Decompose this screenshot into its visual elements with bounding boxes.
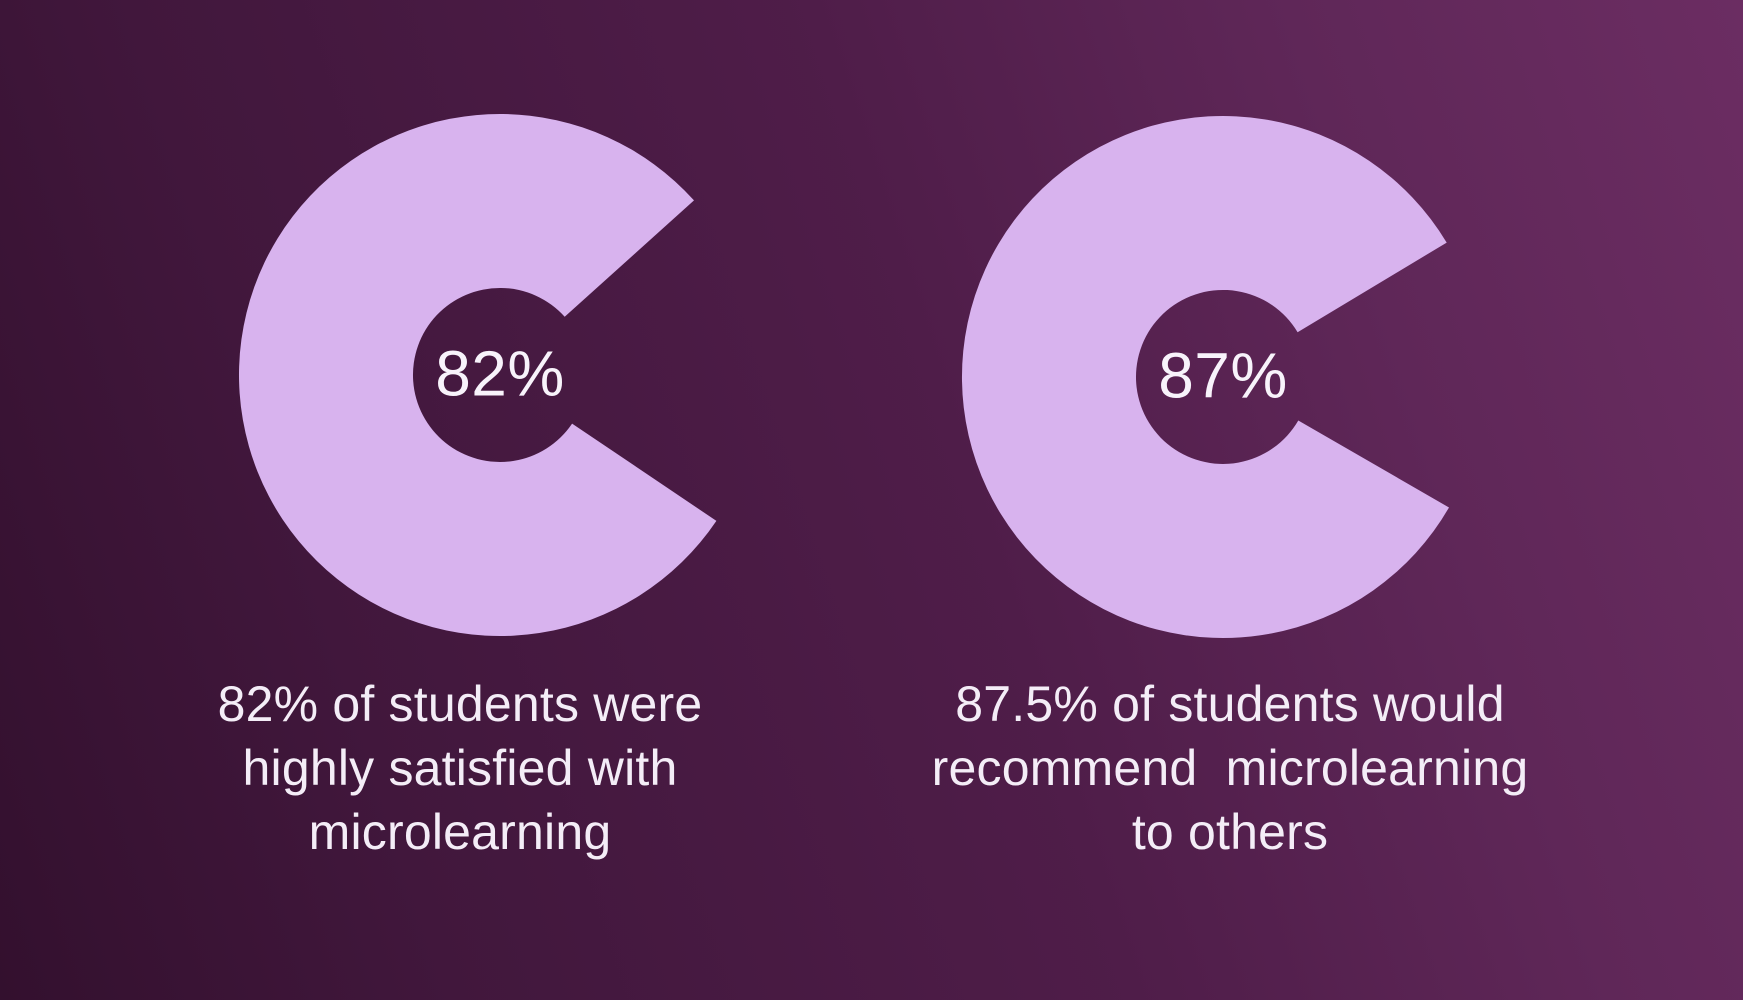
donut-value-right: 87% [1158,339,1288,412]
donut-value-left: 82% [435,337,565,410]
caption-left-line-3: microlearning [308,804,612,860]
caption-left-line-2: highly satisfied with [242,740,678,796]
caption-right: 87.5% of students would recommend microl… [850,672,1610,864]
caption-right-line-3: to others [1131,804,1329,860]
caption-right-line-1: 87.5% of students would [955,676,1505,732]
caption-left-line-1: 82% of students were [217,676,703,732]
donut-ring-left [238,113,717,636]
caption-left: 82% of students were highly satisfied wi… [80,672,840,864]
donut-ring-right [961,116,1449,639]
caption-right-line-2: recommend microlearning [931,740,1529,796]
